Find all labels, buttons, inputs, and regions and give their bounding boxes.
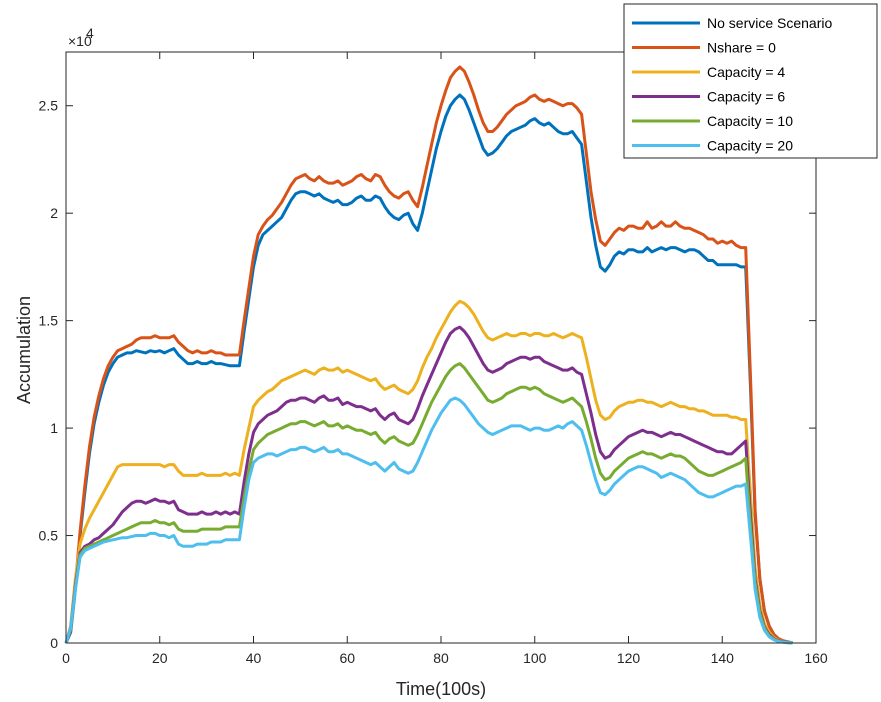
y-tick-label: 1.5 bbox=[39, 313, 59, 329]
x-tick-label: 60 bbox=[339, 650, 355, 666]
x-axis: 0 20 40 60 80 100 120 140 160 bbox=[62, 52, 828, 666]
series-line-2 bbox=[64, 65, 793, 645]
legend-entry: Capacity = 20 bbox=[707, 138, 793, 154]
x-tick-label: 100 bbox=[523, 650, 547, 666]
y-tick-label: 1 bbox=[50, 420, 58, 436]
y-axis: 0 0.5 1 1.5 2 2.5 bbox=[39, 98, 816, 651]
x-tick-label: 20 bbox=[152, 650, 168, 666]
y-exponent-base: ×10 bbox=[68, 33, 92, 49]
y-tick-label: 0.5 bbox=[39, 528, 59, 544]
legend: No service Scenario Nshare = 0 Capacity = … bbox=[623, 3, 878, 159]
y-exponent: ×10 4 bbox=[68, 25, 94, 49]
series-line-1 bbox=[64, 93, 793, 645]
x-tick-label: 120 bbox=[617, 650, 641, 666]
legend-entry: No service Scenario bbox=[707, 15, 832, 31]
series-line-4 bbox=[64, 325, 793, 645]
legend-entry: Capacity = 10 bbox=[707, 113, 793, 129]
legend-entry: Capacity = 6 bbox=[707, 89, 785, 105]
series-line-6 bbox=[64, 396, 793, 645]
legend-entry: Capacity = 4 bbox=[707, 64, 785, 80]
series-layer bbox=[64, 65, 793, 645]
y-tick-label: 2.5 bbox=[39, 98, 59, 114]
x-tick-label: 40 bbox=[246, 650, 262, 666]
series-line-5 bbox=[64, 362, 793, 645]
x-tick-label: 140 bbox=[711, 650, 735, 666]
x-tick-label: 160 bbox=[804, 650, 828, 666]
x-tick-label: 80 bbox=[433, 650, 449, 666]
x-axis-label: Time(100s) bbox=[396, 679, 486, 699]
y-tick-label: 0 bbox=[50, 635, 58, 651]
series-line-3 bbox=[64, 299, 793, 645]
legend-entry: Nshare = 0 bbox=[707, 40, 776, 56]
y-axis-label: Accumulation bbox=[14, 296, 34, 404]
x-tick-label: 0 bbox=[62, 650, 70, 666]
legend-box bbox=[623, 3, 878, 159]
y-exponent-power: 4 bbox=[86, 25, 94, 41]
y-tick-label: 2 bbox=[50, 205, 58, 221]
